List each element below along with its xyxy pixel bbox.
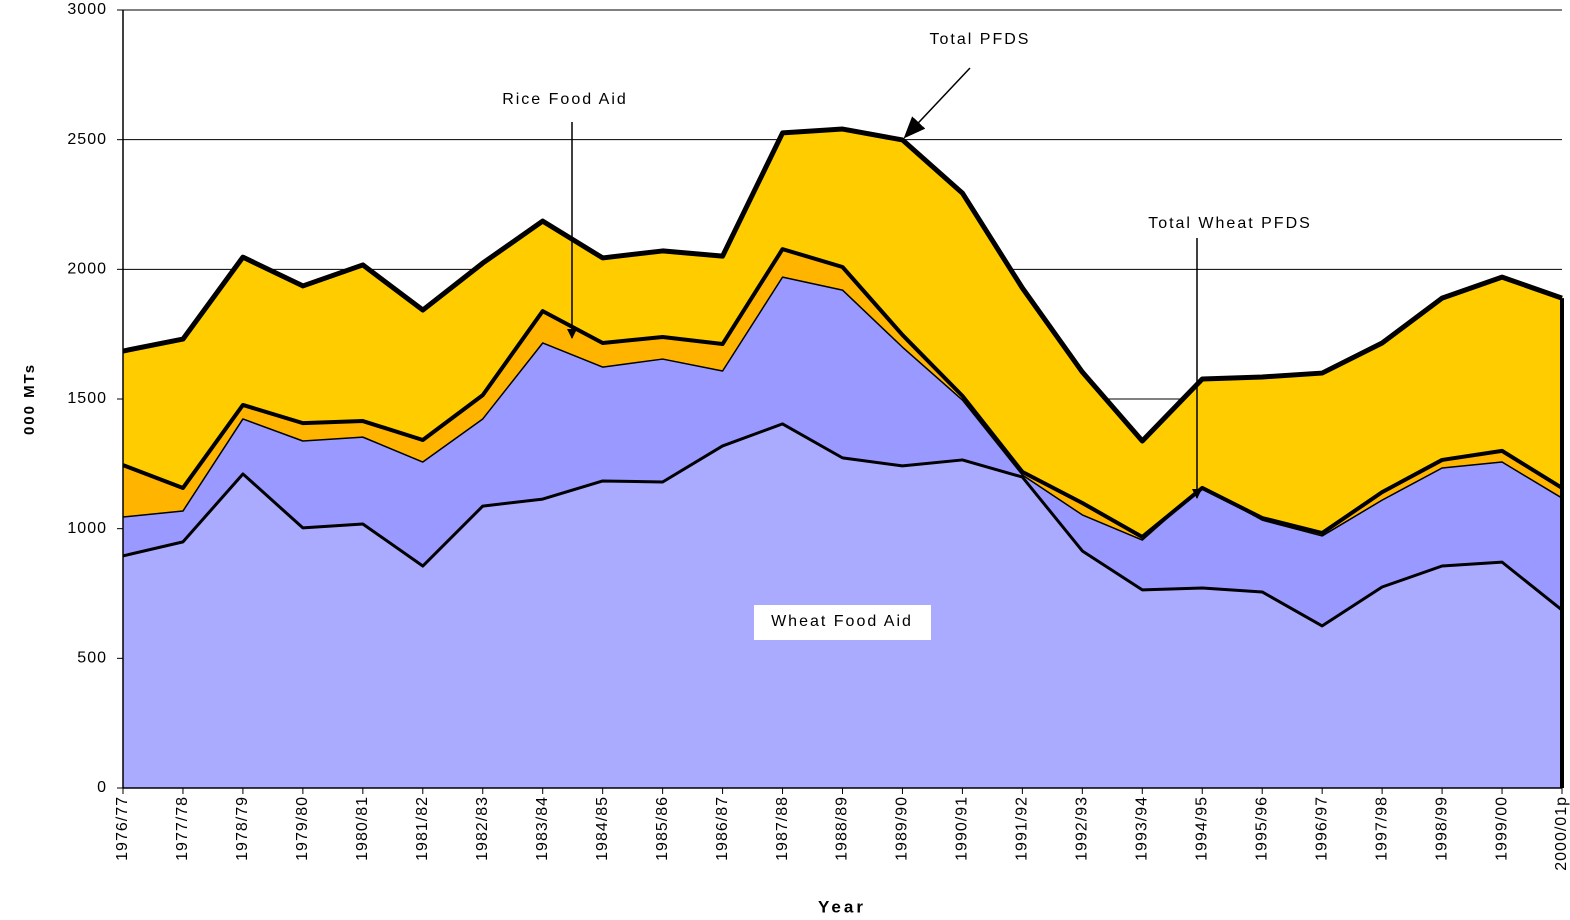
line (122, 276, 1563, 541)
annotation-arrow (903, 67, 971, 139)
x-tick-label: 1989/90 (894, 796, 911, 861)
y-tick-label: 1000 (67, 520, 107, 537)
x-tick-label: 1995/96 (1253, 796, 1270, 861)
x-tick-label: 1977/78 (174, 796, 191, 861)
x-tick-label: 1996/97 (1313, 796, 1330, 861)
x-tick-label: 1986/87 (714, 796, 731, 861)
x-tick-label: 1994/95 (1193, 796, 1210, 861)
annotation-box (754, 605, 931, 640)
y-tick-label: 0 (97, 779, 107, 796)
x-tick-label: 1993/94 (1134, 796, 1151, 861)
x-axis-label: Year (818, 897, 866, 916)
y-tick-label: 3000 (67, 1, 107, 18)
x-tick-label: 1990/91 (954, 796, 971, 861)
x-tick-label: 1981/82 (414, 796, 431, 861)
x-tick-label: 1985/86 (654, 796, 671, 861)
x-tick-label: 1991/92 (1014, 796, 1031, 861)
x-tick-label: 2000/01p (1553, 796, 1570, 871)
x-tick-label: 1982/83 (474, 796, 491, 861)
x-tick-label: 1979/80 (294, 796, 311, 861)
x-tick-label: 1998/99 (1433, 796, 1450, 861)
x-tick-label: 1983/84 (534, 796, 551, 861)
x-tick-label: 1987/88 (774, 796, 791, 861)
y-tick-label: 500 (77, 650, 107, 667)
annotation: Rice Food Aid (502, 91, 628, 108)
x-tick-label: 1984/85 (594, 796, 611, 861)
y-tick-label: 1500 (67, 390, 107, 407)
y-axis-label: 000 MTs (21, 363, 38, 435)
x-tick-label: 1992/93 (1074, 796, 1091, 861)
x-tick-label: 1997/98 (1373, 796, 1390, 861)
annotation: Total PFDS (930, 31, 1031, 48)
line (122, 126, 1563, 444)
line (122, 422, 1563, 628)
x-tick-label: 1980/81 (354, 796, 371, 861)
x-tick-label: 1999/00 (1493, 796, 1510, 861)
annotation: Total Wheat PFDS (1148, 215, 1312, 232)
line (122, 247, 1564, 539)
y-tick-label: 2000 (67, 261, 107, 278)
x-tick-label: 1978/79 (234, 796, 251, 861)
annotation: Wheat Food Aid (771, 613, 913, 630)
y-tick-label: 2500 (67, 131, 107, 148)
x-tick-label: 1976/77 (114, 796, 131, 861)
x-tick-label: 1988/89 (834, 796, 851, 861)
